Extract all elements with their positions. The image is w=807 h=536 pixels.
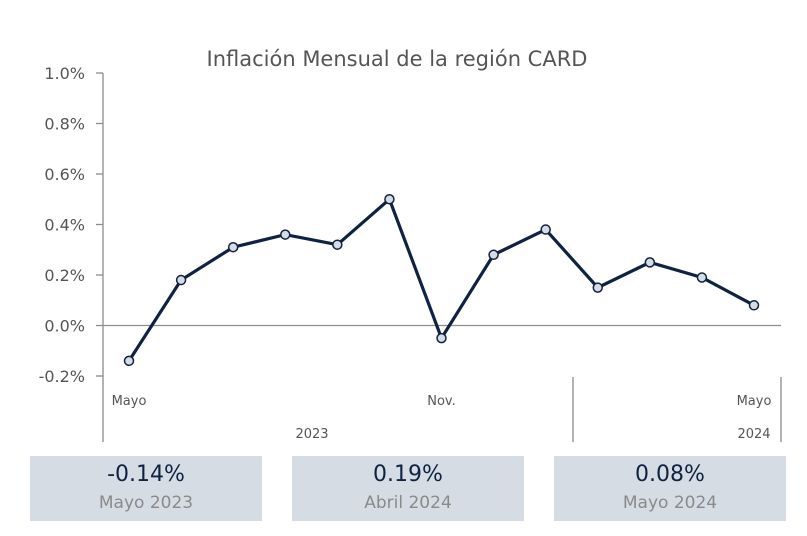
stat-card-may-2023: -0.14% Mayo 2023 (30, 456, 262, 521)
data-point (384, 194, 395, 205)
y-tick-label: 0.2% (44, 266, 85, 285)
y-tick-label: 0.8% (44, 115, 85, 134)
data-point (123, 355, 135, 367)
data-point (436, 332, 447, 344)
data-point (696, 272, 708, 283)
x-tick-label: Mayo (737, 394, 772, 409)
y-tick-label: 0.6% (44, 165, 85, 184)
stat-value: 0.08% (635, 462, 705, 487)
stat-label: Mayo 2023 (98, 493, 194, 513)
y-axis: 1.0% 0.8% 0.6% 0.4% 0.2% 0.0% -0.2% (39, 64, 104, 442)
chart-area: Inflación Mensual de la región CARD 1.0%… (39, 47, 782, 442)
stat-card-may-2024: 0.08% Mayo 2024 (554, 456, 786, 521)
data-point (175, 274, 187, 286)
chart-title: Inflación Mensual de la región CARD (207, 47, 588, 71)
data-point (488, 249, 499, 261)
data-point (227, 241, 239, 253)
stat-label: Abril 2024 (364, 493, 452, 513)
y-tick-label: 1.0% (44, 64, 85, 83)
data-point (644, 257, 656, 268)
x-tick-label: Mayo (112, 394, 147, 409)
year-label: 2023 (295, 427, 328, 442)
y-tick-label: -0.2% (39, 367, 85, 386)
stat-value: 0.19% (373, 462, 443, 487)
stat-value: -0.14% (107, 462, 185, 487)
data-point (592, 282, 603, 293)
data-point (748, 300, 760, 311)
series-line-group (123, 194, 760, 367)
data-point (540, 224, 551, 235)
y-tick-label: 0.4% (44, 216, 85, 235)
stat-label: Mayo 2024 (622, 493, 718, 513)
stat-card-apr-2024: 0.19% Abril 2024 (292, 456, 524, 521)
x-tick-label: Nov. (427, 394, 456, 409)
data-point (280, 229, 291, 240)
data-point (332, 239, 343, 250)
y-tick-label: 0.0% (44, 317, 85, 336)
x-axis: Mayo Nov. Mayo 2023 2024 (103, 324, 782, 442)
year-label: 2024 (737, 427, 770, 442)
